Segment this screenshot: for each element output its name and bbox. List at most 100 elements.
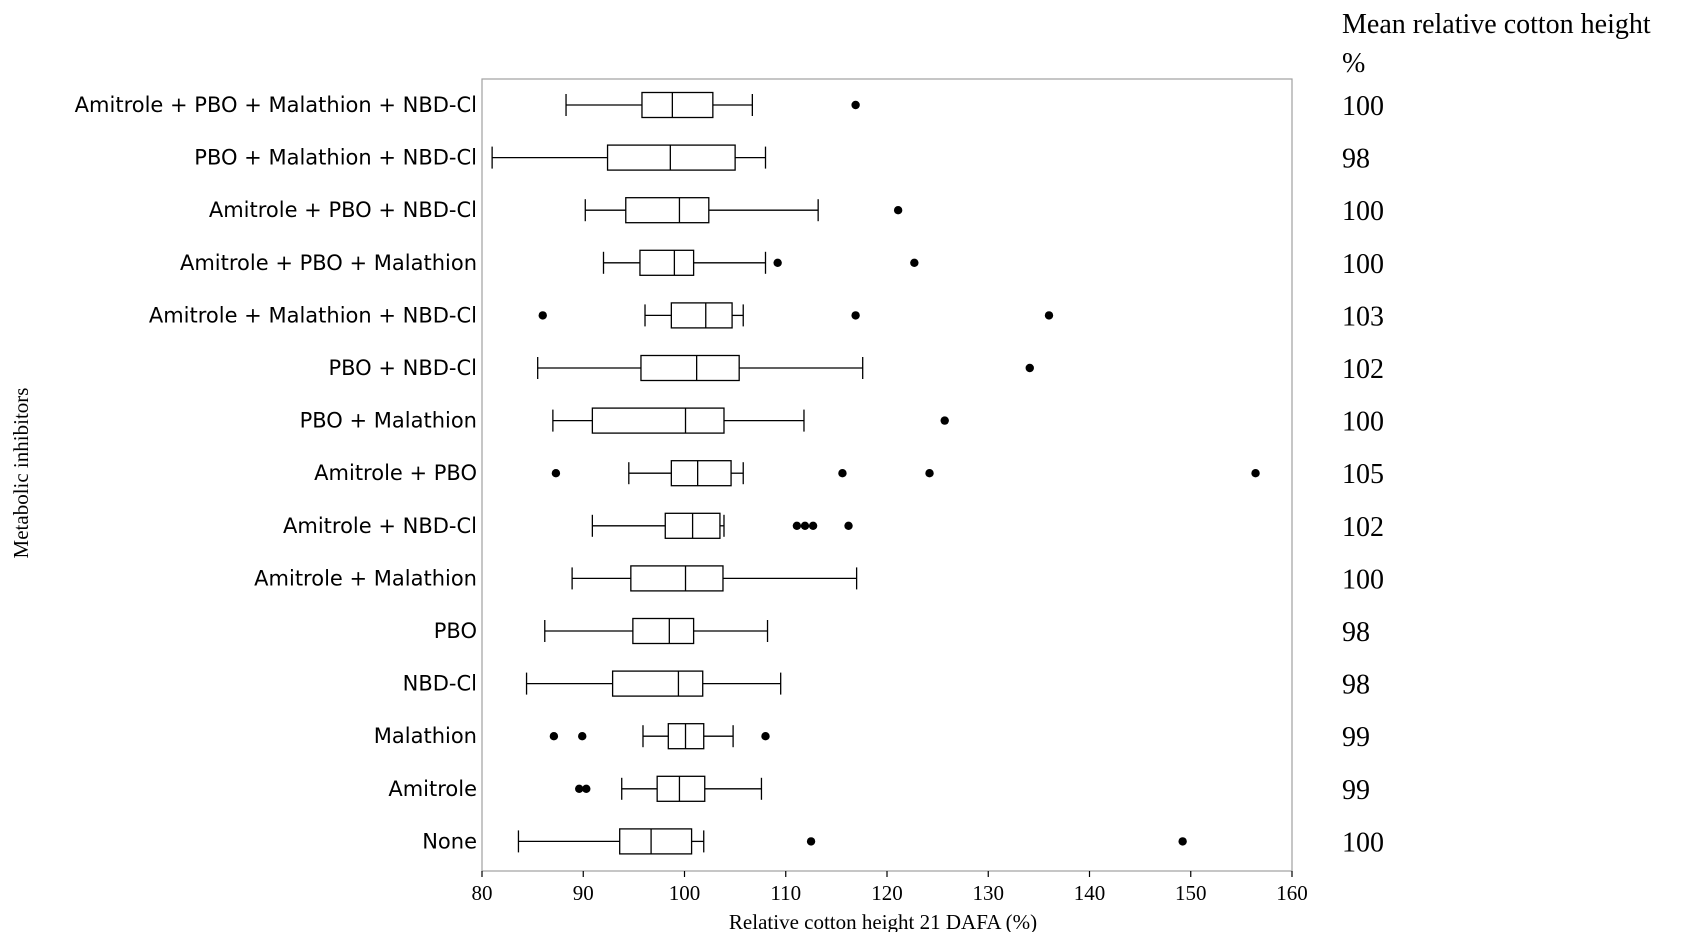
box-group: [565, 91, 860, 119]
outlier-point: [1178, 837, 1187, 846]
category-label: None: [422, 829, 477, 853]
box-group: [575, 775, 763, 802]
outlier-point: [851, 311, 860, 320]
mean-header-line2: %: [1342, 48, 1365, 79]
mean-value: 98: [1342, 617, 1370, 648]
outlier-point: [792, 521, 802, 530]
outlier-point: [1025, 363, 1034, 373]
x-axis: 80 90 100 110 120 130 140 150 160: [472, 871, 1308, 905]
y-axis-label: Metabolic inhibitors: [9, 388, 33, 559]
category-label: PBO + Malathion + NBD-Cl: [194, 146, 477, 170]
category-label: NBD-Cl: [403, 672, 477, 696]
iqr-box: [632, 617, 695, 645]
mean-value: 100: [1342, 564, 1384, 595]
iqr-box: [619, 828, 693, 855]
outlier-point: [893, 206, 903, 215]
category-label: Amitrole + PBO + Malathion + NBD-Cl: [75, 93, 477, 117]
mean-value: 98: [1342, 144, 1370, 175]
outlier-point: [761, 732, 770, 741]
iqr-box: [641, 91, 714, 119]
outlier-point: [940, 416, 949, 425]
outlier-point: [1251, 469, 1260, 478]
x-tick-label: 130: [973, 881, 1005, 905]
outlier-point: [1044, 311, 1054, 320]
box-group: [525, 670, 782, 697]
box-group: [551, 460, 1260, 487]
iqr-box: [656, 775, 706, 802]
x-tick-label: 120: [871, 881, 903, 905]
category-label: Amitrole + NBD-Cl: [283, 514, 477, 538]
box-group: [491, 144, 767, 171]
outlier-point: [851, 100, 860, 110]
category-label: Amitrole + PBO + Malathion: [180, 251, 477, 275]
outlier-point: [582, 784, 591, 793]
box-group: [549, 723, 770, 750]
box-group: [552, 407, 949, 434]
category-label: Amitrole + Malathion + NBD-Cl: [149, 303, 477, 327]
outlier-point: [551, 469, 561, 478]
category-label: Amitrole + PBO + NBD-Cl: [209, 198, 477, 222]
iqr-box: [625, 197, 710, 224]
x-axis-label: Relative cotton height 21 DAFA (%): [729, 910, 1037, 932]
category-label: Amitrole: [388, 777, 477, 801]
iqr-box: [611, 670, 704, 697]
box-group: [602, 249, 919, 276]
outlier-point: [773, 258, 782, 267]
category-label: Amitrole + Malathion: [254, 566, 477, 590]
mean-value: 102: [1342, 512, 1384, 543]
mean-value: 103: [1342, 301, 1384, 332]
x-tick-label: 100: [669, 881, 701, 905]
box-group: [591, 512, 853, 539]
box-group: [584, 197, 903, 224]
box-group: [571, 565, 858, 592]
mean-value: 100: [1342, 249, 1384, 280]
iqr-box: [630, 565, 724, 592]
outlier-point: [808, 521, 818, 530]
x-tick-label: 140: [1074, 881, 1106, 905]
boxes-layer: [491, 91, 1260, 855]
x-tick-label: 160: [1276, 881, 1308, 905]
box-group: [517, 828, 1187, 855]
iqr-box: [591, 407, 725, 434]
category-label: PBO: [434, 619, 477, 643]
outlier-point: [844, 521, 853, 530]
mean-value: 105: [1342, 459, 1384, 490]
outlier-point: [838, 469, 847, 478]
mean-header-line1: Mean relative cotton height: [1342, 9, 1651, 40]
outlier-point: [910, 258, 919, 267]
outlier-point: [578, 732, 587, 741]
outlier-point: [800, 521, 810, 530]
mean-value: 100: [1342, 827, 1384, 858]
x-tick-label: 150: [1175, 881, 1207, 905]
mean-column: Mean relative cotton height % 100 98 100 10…: [1342, 9, 1651, 858]
mean-value: 100: [1342, 196, 1384, 227]
plot-frame: [481, 78, 1293, 872]
x-tick-label: 90: [573, 881, 594, 905]
iqr-box: [606, 144, 736, 171]
outlier-point: [538, 311, 547, 320]
outlier-point: [925, 469, 934, 478]
iqr-box: [670, 460, 732, 487]
x-tick-label: 80: [472, 881, 493, 905]
outlier-point: [806, 837, 816, 846]
outlier-point: [575, 784, 584, 793]
mean-value: 100: [1342, 407, 1384, 438]
category-label: PBO + Malathion: [300, 409, 477, 433]
iqr-box: [640, 354, 740, 382]
category-label: PBO + NBD-Cl: [328, 356, 477, 380]
mean-value: 99: [1342, 775, 1370, 806]
mean-value: 99: [1342, 722, 1370, 753]
outlier-point: [549, 732, 559, 741]
box-group: [537, 354, 1034, 382]
x-tick-label: 110: [770, 881, 801, 905]
category-label: Malathion: [374, 724, 477, 748]
mean-value: 102: [1342, 354, 1384, 385]
box-group: [538, 302, 1054, 329]
iqr-box: [670, 302, 733, 329]
mean-value: 100: [1342, 91, 1384, 122]
box-group: [544, 617, 769, 645]
iqr-box: [639, 249, 695, 276]
category-label: Amitrole + PBO: [314, 461, 477, 485]
mean-value: 98: [1342, 670, 1370, 701]
